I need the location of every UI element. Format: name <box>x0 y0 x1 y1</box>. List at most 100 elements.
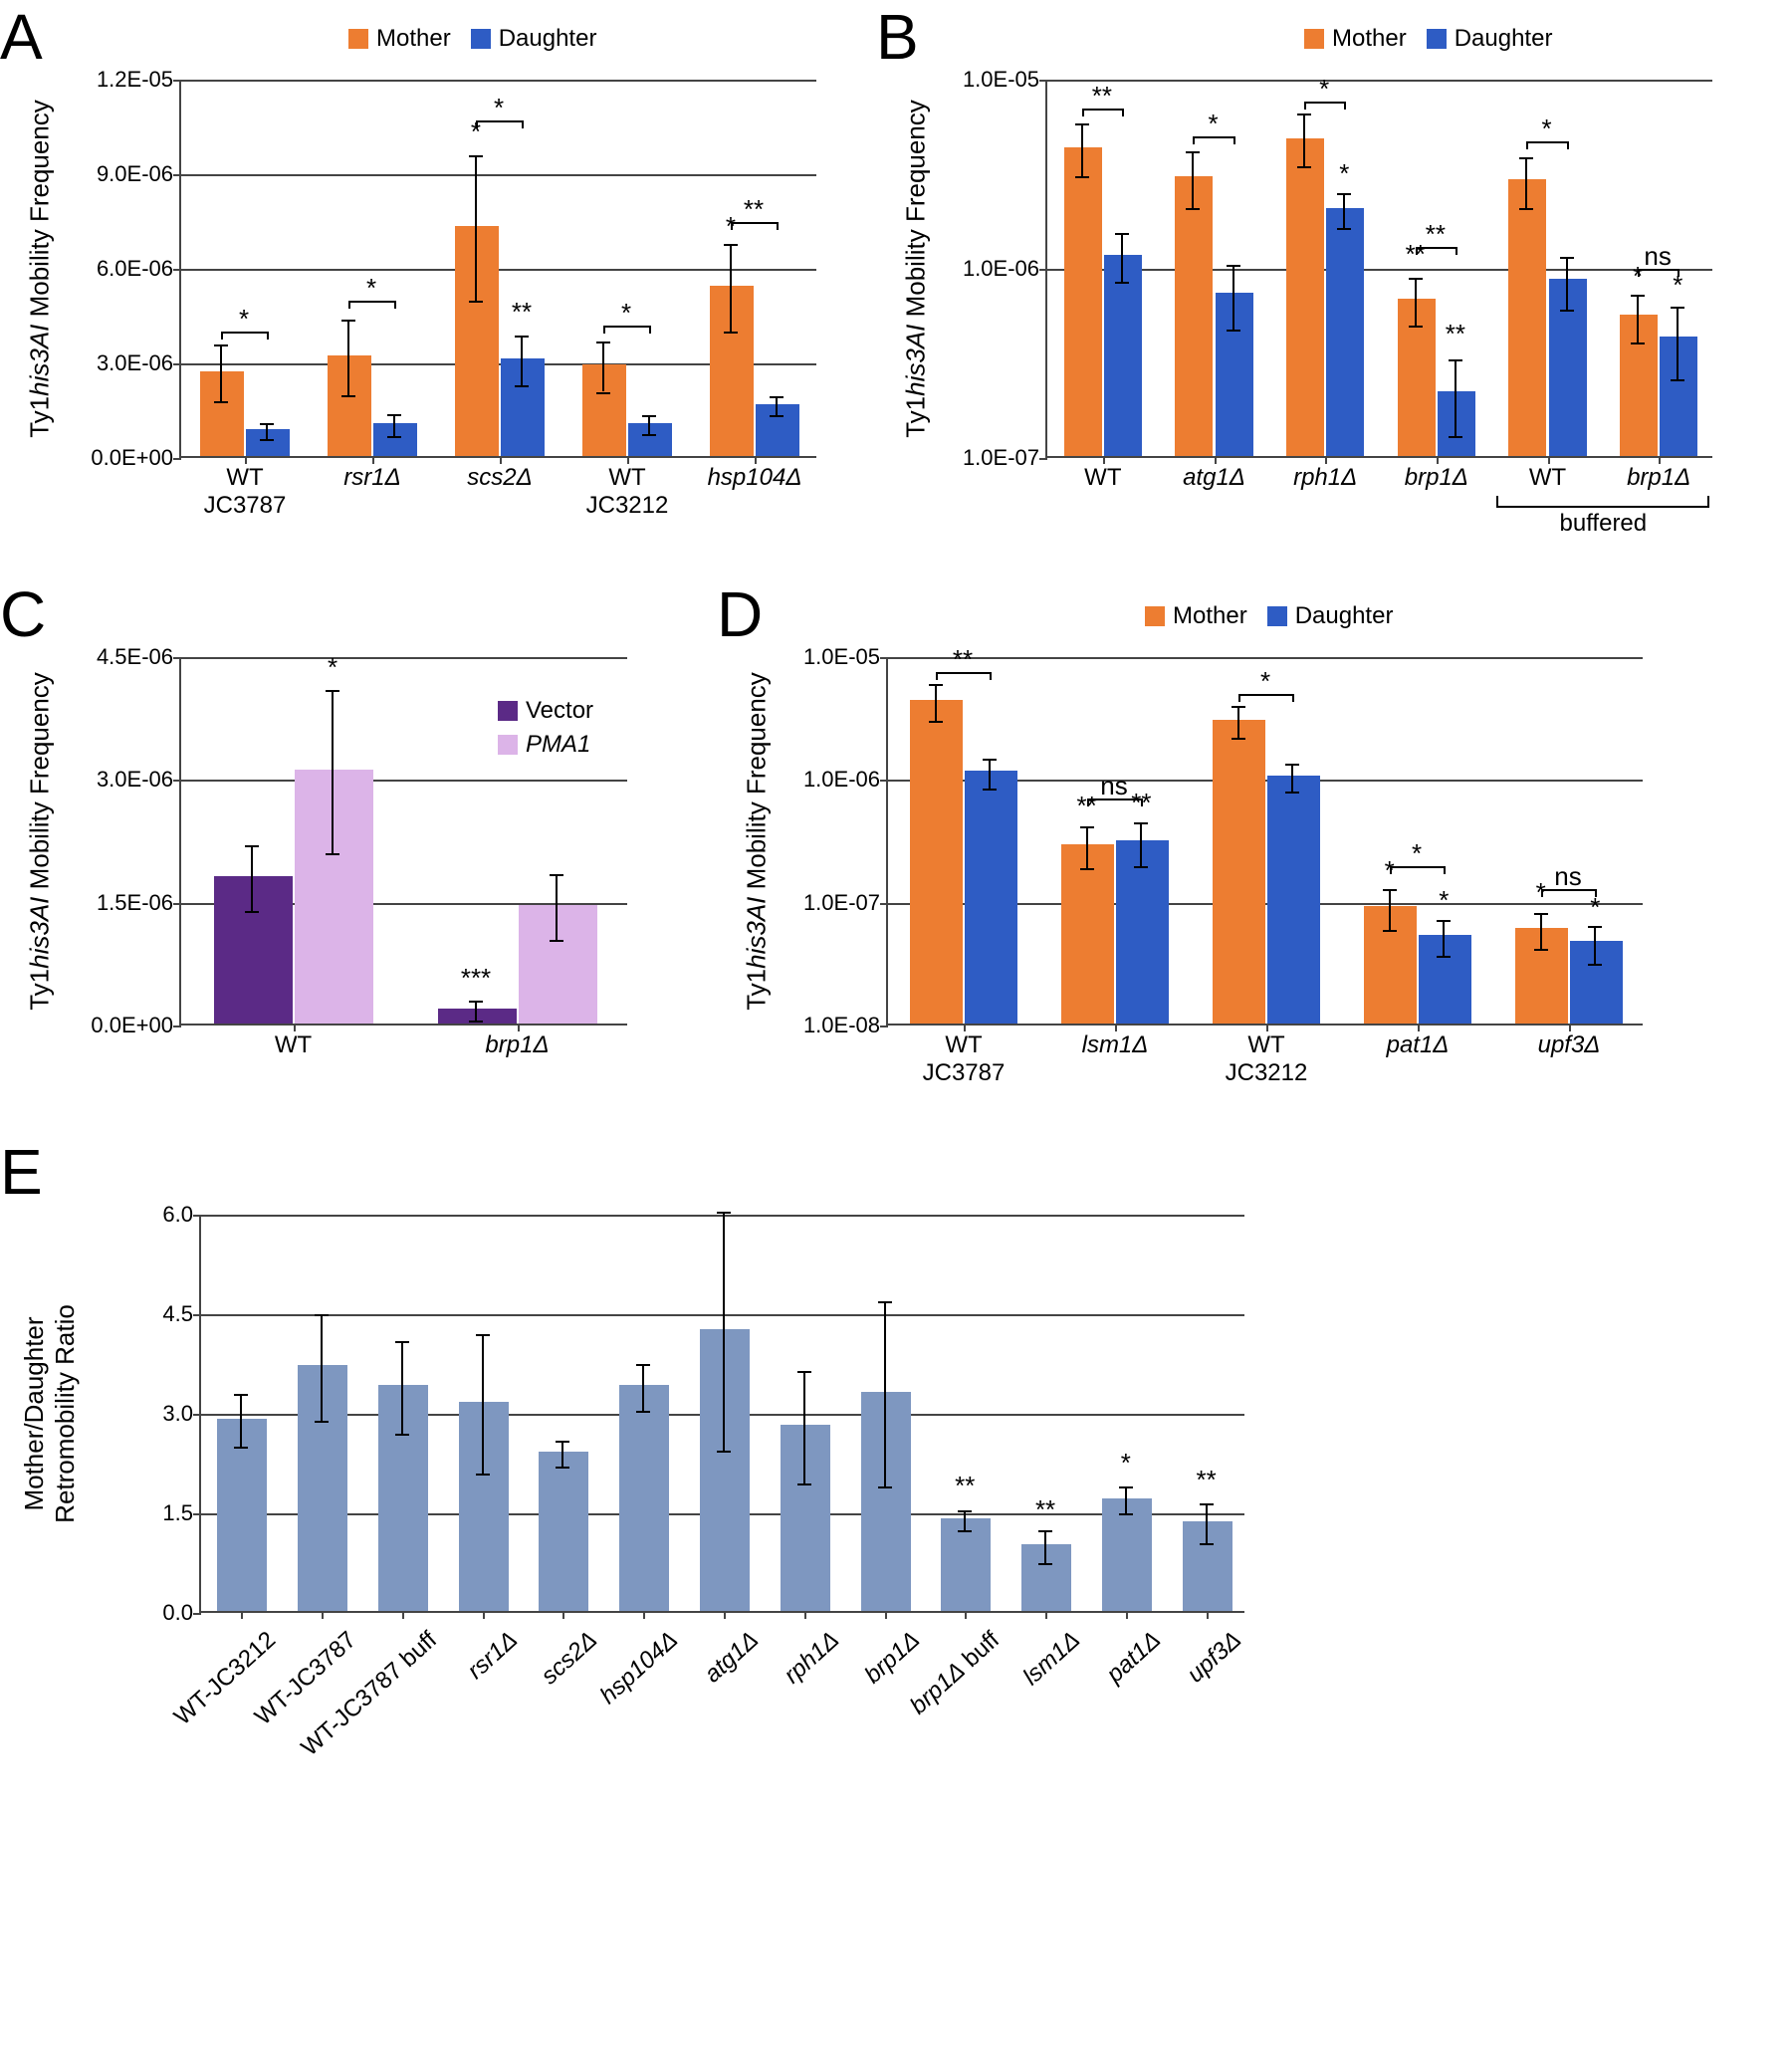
error-bar <box>1206 1503 1208 1543</box>
error-cap <box>326 853 339 855</box>
error-bar <box>935 684 937 721</box>
sig-tick <box>1292 694 1294 702</box>
error-bar <box>723 1212 725 1451</box>
error-cap <box>1075 123 1089 125</box>
error-bar <box>475 155 477 301</box>
error-cap <box>1437 956 1451 958</box>
sig-label: * <box>1536 877 1546 908</box>
error-bar <box>1443 920 1445 956</box>
error-cap <box>958 1530 972 1532</box>
bar-mother <box>1175 176 1213 456</box>
tick-label: 1.0E-06 <box>963 256 1047 282</box>
error-cap <box>1297 166 1311 168</box>
error-cap <box>1383 889 1397 891</box>
sig-label: ns <box>1100 771 1127 801</box>
tick-label: 9.0E-06 <box>97 161 181 187</box>
error-cap <box>469 1021 483 1023</box>
bar <box>298 1365 347 1611</box>
x-category: brp1Δ <box>405 1024 629 1059</box>
error-cap <box>395 1434 409 1436</box>
bar-daughter <box>628 423 672 456</box>
panel-label: E <box>0 1135 43 1209</box>
error-cap <box>469 155 483 157</box>
sig-tick <box>936 672 938 680</box>
swatch <box>498 701 518 721</box>
tick-label: 1.0E-05 <box>803 644 888 670</box>
tick-label: 3.0E-06 <box>97 767 181 793</box>
x-category: upf3Δ <box>1493 1024 1645 1059</box>
error-bar <box>1455 359 1456 436</box>
x-category: brp1Δ <box>1381 456 1492 492</box>
x-category: rsr1Δ <box>309 456 436 492</box>
error-cap <box>878 1301 892 1303</box>
sig-label: * <box>1673 270 1682 301</box>
swatch <box>1267 606 1287 626</box>
tick-label: 1.0E-07 <box>803 890 888 916</box>
error-cap <box>1115 282 1129 284</box>
error-cap <box>1134 822 1148 824</box>
tick-label: 6.0E-06 <box>97 256 181 282</box>
error-bar <box>393 414 395 436</box>
bar <box>941 1518 991 1611</box>
panel-D: D1.0E-081.0E-071.0E-061.0E-05WTJC3787lsm… <box>717 577 1752 1115</box>
error-cap <box>642 434 656 436</box>
bar-daughter <box>1216 293 1253 456</box>
error-cap <box>797 1371 811 1373</box>
bar-daughter <box>501 358 545 456</box>
error-cap <box>245 911 259 913</box>
error-cap <box>1080 826 1094 828</box>
sig-label: * <box>494 93 504 123</box>
sig-label: * <box>1412 838 1422 869</box>
sig-label: ** <box>1196 1465 1216 1495</box>
error-cap <box>636 1364 650 1366</box>
sig-tick <box>1122 109 1124 116</box>
bar-vector <box>214 876 293 1024</box>
error-cap <box>315 1314 329 1316</box>
bar-daughter <box>756 404 799 456</box>
sig-tick <box>603 326 605 334</box>
sig-label: ** <box>744 194 764 225</box>
bar-mother <box>1064 147 1102 456</box>
bar-mother <box>1213 720 1265 1025</box>
sig-label: ** <box>1426 219 1446 250</box>
error-bar <box>401 1341 403 1434</box>
bar-pma1 <box>519 905 597 1024</box>
gridline <box>1047 80 1712 82</box>
sig-label: ** <box>955 1471 975 1501</box>
error-cap <box>326 690 339 692</box>
error-cap <box>515 336 529 338</box>
error-cap <box>556 1441 569 1443</box>
bar-daughter <box>1326 208 1364 456</box>
error-bar <box>332 690 334 853</box>
legend-item-daughter: Daughter <box>1267 602 1394 630</box>
error-cap <box>260 423 274 425</box>
sig-label: * <box>726 211 736 242</box>
sig-tick <box>1567 141 1569 149</box>
sig-label: ** <box>1092 81 1112 112</box>
error-bar <box>521 336 523 386</box>
error-cap <box>1186 208 1200 210</box>
error-cap <box>1409 326 1423 328</box>
sig-tick <box>1526 141 1528 149</box>
sig-tick <box>394 301 396 309</box>
sig-label: * <box>1541 114 1551 144</box>
error-bar <box>803 1371 805 1483</box>
error-cap <box>341 395 355 397</box>
legend-item-daughter: Daughter <box>471 25 597 53</box>
y-axis-title: Ty1his3AI Mobility Frequency <box>25 672 56 1011</box>
bar-daughter <box>373 423 417 456</box>
x-tick <box>1045 1611 1047 1619</box>
panel-label: C <box>0 577 46 651</box>
sig-tick <box>1344 102 1346 110</box>
sig-label: ** <box>1131 788 1151 818</box>
sig-tick <box>1456 247 1457 255</box>
error-cap <box>476 1474 490 1476</box>
error-bar <box>1525 157 1527 208</box>
error-cap <box>1186 151 1200 153</box>
error-cap <box>1671 307 1684 309</box>
x-category: rph1Δ <box>1269 456 1381 492</box>
error-cap <box>1227 330 1240 332</box>
gridline <box>181 657 627 659</box>
sig-label: *** <box>461 963 491 994</box>
tick-label: 4.5E-06 <box>97 644 181 670</box>
